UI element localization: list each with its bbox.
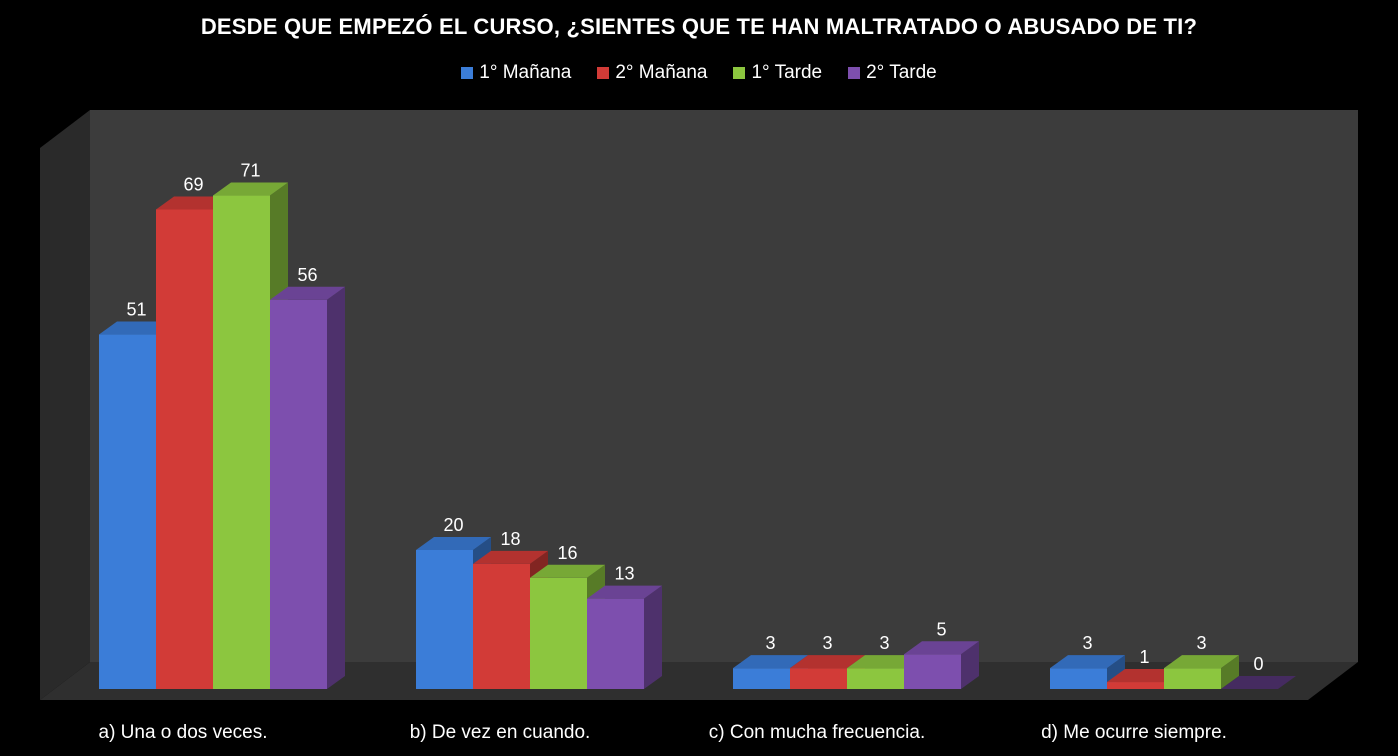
bar-top (587, 585, 662, 599)
data-label: 51 (126, 300, 146, 320)
bar-top (1050, 655, 1125, 669)
chart-title: DESDE QUE EMPEZÓ EL CURSO, ¿SIENTES QUE … (200, 14, 1198, 39)
bar-top (270, 286, 345, 300)
bar (1221, 676, 1296, 689)
bar-front (416, 550, 473, 689)
bar-front (1107, 682, 1164, 689)
legend-swatch-1-tarde (733, 67, 746, 79)
bar-top (733, 655, 808, 669)
bar-front (473, 563, 530, 689)
data-label: 56 (297, 265, 317, 285)
bar-top (99, 321, 174, 335)
bar-top (1221, 676, 1296, 689)
bar-side (1221, 655, 1239, 689)
category-labels: a) Una o dos veces. b) De vez en cuando. c… (99, 722, 1227, 743)
data-label: 13 (614, 564, 634, 584)
category-label: d) Me ocurre siempre. (1041, 722, 1227, 743)
bar-top (473, 550, 548, 564)
legend-item-1-tarde: 1° Tarde (733, 62, 822, 84)
bar-front (790, 668, 847, 689)
bar (587, 585, 662, 689)
data-label: 3 (765, 633, 775, 653)
data-label: 20 (443, 515, 463, 535)
data-label: 3 (1196, 633, 1206, 653)
data-label: 5 (936, 619, 946, 639)
legend-item-1-manana: 1° Mañana (461, 62, 571, 84)
bar-top (904, 641, 979, 655)
bar-top (213, 182, 288, 196)
bar (270, 286, 345, 689)
legend-swatch-1-manana (461, 67, 474, 79)
data-label: 18 (500, 529, 520, 549)
bar-top (416, 537, 491, 550)
bar (1164, 655, 1239, 689)
data-label: 1 (1139, 647, 1149, 667)
legend-swatch-2-tarde (848, 67, 861, 79)
legend-label-2-manana: 2° Mañana (615, 62, 708, 83)
bar-top (1164, 655, 1239, 669)
bar-top (790, 655, 865, 669)
legend-item-2-tarde: 2° Tarde (848, 62, 937, 84)
bar-front (587, 598, 644, 689)
legend-label-2-tarde: 2° Tarde (866, 62, 937, 83)
bar-side (644, 585, 662, 689)
bar-front (1050, 668, 1107, 689)
bar-side (327, 286, 345, 689)
bar-front (904, 654, 961, 689)
bar-front (99, 334, 156, 689)
category-label: b) De vez en cuando. (410, 722, 591, 743)
data-label: 71 (240, 161, 260, 181)
bar-front (530, 577, 587, 689)
legend-item-2-manana: 2° Mañana (597, 62, 707, 84)
data-label: 3 (822, 633, 832, 653)
legend-label-1-tarde: 1° Tarde (751, 62, 823, 83)
legend: 1° Mañana 2° Mañana 1° Tarde 2° Tarde (0, 62, 1398, 84)
bar-top (1107, 669, 1182, 683)
bar-front (270, 299, 327, 689)
category-label: c) Con mucha frecuencia. (709, 722, 926, 743)
bar-top (530, 564, 605, 578)
bar-side (961, 641, 979, 689)
chart-back-wall (90, 110, 1358, 662)
legend-swatch-2-manana (597, 67, 610, 79)
legend-label-1-manana: 1° Mañana (479, 62, 572, 83)
chart-floor (40, 662, 1358, 700)
bar-top (156, 196, 231, 210)
bar (1050, 655, 1125, 689)
bar-front (847, 668, 904, 689)
bar-top (847, 655, 922, 669)
data-label: 69 (183, 174, 203, 194)
category-label: a) Una o dos veces. (99, 722, 268, 743)
data-label: 3 (1082, 633, 1092, 653)
data-label: 0 (1253, 654, 1263, 674)
bar (733, 655, 808, 689)
bar-front (213, 195, 270, 690)
bar-front (733, 668, 790, 689)
bar-front (1164, 668, 1221, 689)
bar-front (156, 209, 213, 689)
chart-side-wall (40, 110, 90, 700)
data-label: 16 (557, 543, 577, 563)
data-label: 3 (879, 633, 889, 653)
bar (904, 641, 979, 689)
